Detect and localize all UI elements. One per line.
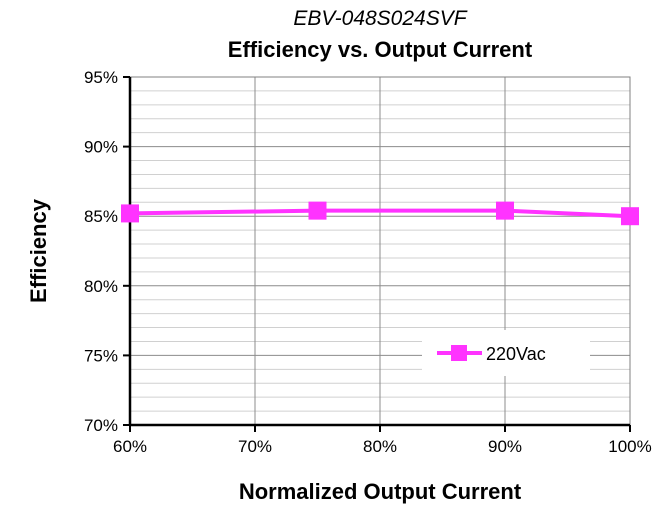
y-tick-label: 70% <box>84 416 118 435</box>
x-tick-label: 80% <box>363 437 397 456</box>
x-axis-title: Normalized Output Current <box>239 479 522 504</box>
axes <box>123 76 631 432</box>
data-point-marker <box>621 207 639 226</box>
chart-title: Efficiency vs. Output Current <box>228 37 533 62</box>
x-tick-label: 60% <box>113 437 147 456</box>
y-tick-label: 85% <box>84 207 118 226</box>
y-axis-title: Efficiency <box>26 198 51 303</box>
y-tick-label: 90% <box>84 138 118 157</box>
series-layer <box>121 201 639 226</box>
y-tick-label: 80% <box>84 277 118 296</box>
chart-subtitle: EBV-048S024SVF <box>293 7 467 30</box>
legend-label: 220Vac <box>486 344 546 364</box>
x-tick-label: 100% <box>608 437 651 456</box>
y-tick-label: 75% <box>84 346 118 365</box>
legend-marker <box>451 345 467 361</box>
data-point-marker <box>121 204 139 223</box>
x-tick-label: 90% <box>488 437 522 456</box>
data-point-marker <box>308 201 327 220</box>
y-tick-labels: 70% 75% 80% 85% 90% 95% <box>84 68 118 435</box>
x-tick-label: 70% <box>238 437 272 456</box>
legend: 220Vac <box>422 330 590 376</box>
series-line <box>129 208 631 219</box>
x-tick-labels: 60% 70% 80% 90% 100% <box>113 437 652 456</box>
y-tick-label: 95% <box>84 68 118 87</box>
data-point-marker <box>496 201 514 220</box>
